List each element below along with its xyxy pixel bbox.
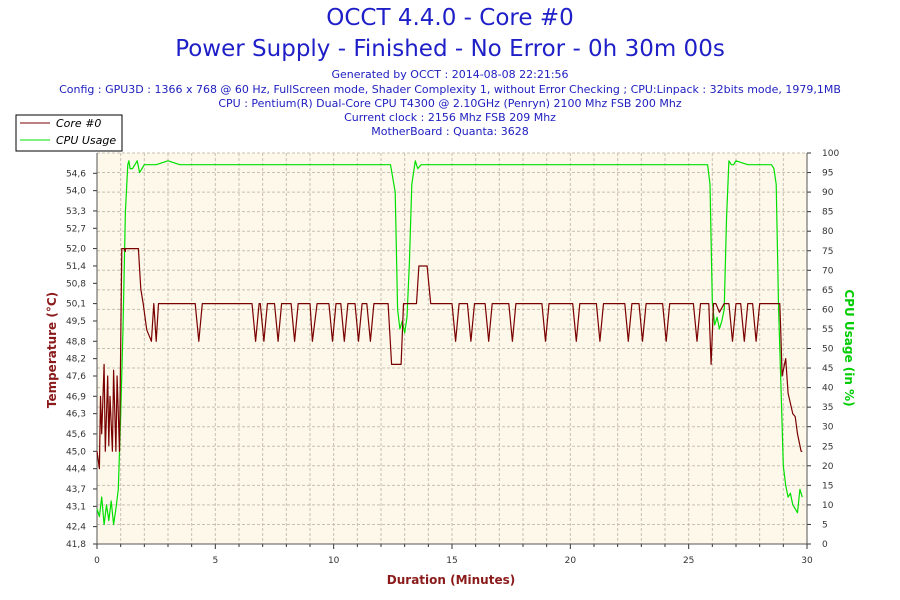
y-tick-label: 50,8 <box>66 279 86 289</box>
series-layer <box>96 160 803 526</box>
y2-axis-label: CPU Usage (in %) <box>842 289 856 406</box>
y2-tick-label: 75 <box>822 247 833 257</box>
y-tick-label: 48,2 <box>66 355 86 365</box>
y2-tick-label: 85 <box>822 208 833 218</box>
x-tick-label: 10 <box>328 556 340 566</box>
y-tick-label: 54,6 <box>66 169 86 179</box>
y-tick-label: 51,4 <box>66 262 86 272</box>
y-tick-label: 47,6 <box>66 372 86 382</box>
y-tick-label: 43,7 <box>66 485 86 495</box>
chart-subtitle: Power Supply - Finished - No Error - 0h … <box>175 36 725 62</box>
y2-tick-label: 15 <box>822 481 833 491</box>
y2-tick-label: 90 <box>822 188 834 198</box>
y-tick-label: 46,3 <box>66 410 86 420</box>
legend-label-cpu-usage: CPU Usage <box>56 134 116 147</box>
y2-tick-label: 35 <box>822 403 833 413</box>
y-tick-label: 48,8 <box>66 337 86 347</box>
y2-tick-label: 10 <box>822 501 834 511</box>
y-axis-label: Temperature (°C) <box>45 292 59 408</box>
y-tick-label: 46,9 <box>66 392 86 402</box>
y2-tick-label: 20 <box>822 462 834 472</box>
y-tick-label: 42,4 <box>66 523 86 533</box>
y2-tick-label: 5 <box>822 520 828 530</box>
cpu-line: CPU : Pentium(R) Dual-Core CPU T4300 @ 2… <box>218 97 682 110</box>
y-tick-label: 52,7 <box>66 224 86 234</box>
legend: Core #0 CPU Usage <box>15 114 123 152</box>
y-tick-label: 52,0 <box>66 245 86 255</box>
x-tick-label: 5 <box>212 556 218 566</box>
clock-line: Current clock : 2156 Mhz FSB 209 Mhz <box>344 111 556 124</box>
y-tick-label: 41,8 <box>66 540 86 550</box>
y-tick-label: 50,1 <box>66 300 86 310</box>
y2-tick-label: 50 <box>822 345 834 355</box>
chart-title: OCCT 4.4.0 - Core #0 <box>326 5 574 31</box>
y2-tick-label: 65 <box>822 286 833 296</box>
y2-tick-label: 0 <box>822 540 828 550</box>
y2-tick-label: 30 <box>822 423 834 433</box>
axes: 0510152025303540455055606570758085909510… <box>66 149 839 566</box>
series-line-core0 <box>96 248 803 470</box>
y2-tick-label: 60 <box>822 305 834 315</box>
x-tick-label: 30 <box>801 556 813 566</box>
series-line-cpu-usage <box>96 160 803 526</box>
y2-tick-label: 40 <box>822 384 834 394</box>
y-tick-label: 54,0 <box>66 187 86 197</box>
x-tick-label: 25 <box>683 556 694 566</box>
y2-tick-label: 95 <box>822 169 833 179</box>
config-line: Config : GPU3D : 1366 x 768 @ 60 Hz, Ful… <box>59 83 841 96</box>
x-axis-label: Duration (Minutes) <box>387 573 515 587</box>
y-tick-label: 44,4 <box>66 465 86 475</box>
y2-tick-label: 80 <box>822 227 834 237</box>
y-tick-label: 43,1 <box>66 502 86 512</box>
y2-tick-label: 45 <box>822 364 833 374</box>
x-tick-label: 0 <box>94 556 100 566</box>
y2-tick-label: 55 <box>822 325 833 335</box>
y2-tick-label: 70 <box>822 266 834 276</box>
y-tick-label: 49,5 <box>66 317 86 327</box>
y-tick-label: 45,6 <box>66 430 86 440</box>
legend-box <box>15 114 123 152</box>
x-tick-label: 15 <box>446 556 457 566</box>
y2-tick-label: 25 <box>822 442 833 452</box>
y-tick-label: 53,3 <box>66 207 86 217</box>
y2-tick-label: 100 <box>822 149 839 159</box>
y-tick-label: 45,0 <box>66 447 86 457</box>
legend-label-core0: Core #0 <box>56 117 101 130</box>
x-tick-label: 20 <box>565 556 577 566</box>
motherboard-line: MotherBoard : Quanta: 3628 <box>371 125 529 138</box>
generated-line: Generated by OCCT : 2014-08-08 22:21:56 <box>331 68 569 81</box>
